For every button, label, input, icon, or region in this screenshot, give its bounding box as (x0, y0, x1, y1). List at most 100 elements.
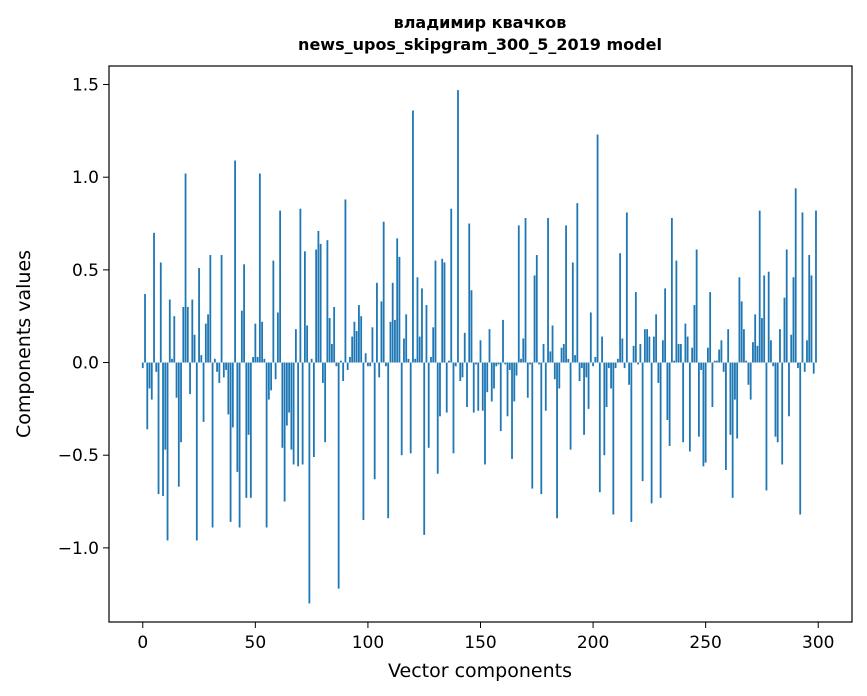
bar (517, 225, 520, 363)
bar (481, 362, 484, 411)
bar (594, 356, 597, 363)
bar (583, 362, 585, 435)
bar (734, 362, 736, 400)
bar (432, 327, 435, 363)
bar (580, 362, 583, 369)
bar (358, 305, 360, 363)
bar (682, 362, 685, 443)
bar (326, 240, 329, 363)
x-tick-label: 250 (689, 633, 721, 653)
bar (661, 340, 664, 363)
bar (292, 362, 295, 465)
bar (321, 362, 324, 383)
bar (716, 360, 718, 363)
bar (236, 362, 239, 472)
bar (686, 336, 689, 363)
bar (378, 362, 381, 378)
bar (598, 362, 601, 493)
bar (213, 358, 216, 363)
bar (781, 362, 784, 465)
bar (506, 362, 509, 417)
bar (652, 336, 655, 363)
bar (688, 362, 691, 452)
bar (679, 344, 682, 363)
bar (159, 262, 162, 363)
y-axis: −1.0 −0.5 0.0 0.5 1.0 1.5 (58, 76, 109, 559)
bar (231, 362, 234, 428)
bar (423, 362, 426, 535)
bar (758, 210, 761, 363)
bar (216, 362, 218, 372)
bar (650, 362, 653, 504)
bar (385, 362, 387, 367)
bar (603, 362, 606, 456)
bar (632, 345, 635, 363)
bar (718, 349, 721, 363)
bar (704, 362, 707, 463)
bar (445, 362, 448, 413)
x-tick-label: 200 (577, 633, 609, 653)
bar (797, 362, 799, 369)
bar (270, 362, 273, 391)
bar (290, 362, 293, 450)
bar (281, 362, 284, 448)
bar (267, 362, 270, 400)
bar (490, 362, 493, 402)
bar (400, 362, 403, 456)
bar (754, 314, 757, 363)
bar (779, 329, 781, 363)
bar (522, 338, 525, 363)
bar (576, 203, 579, 363)
bar (767, 271, 770, 363)
bar (166, 362, 169, 541)
bar (477, 362, 480, 411)
y-tick-label: 0.0 (72, 354, 99, 374)
bar (412, 110, 414, 363)
bar (691, 347, 694, 363)
bar (333, 306, 336, 363)
bar (466, 362, 468, 408)
bar (195, 362, 198, 541)
bar (175, 362, 178, 398)
bar (628, 362, 630, 385)
bar (508, 362, 511, 370)
bar (553, 362, 556, 380)
bar (218, 362, 221, 383)
bar (319, 243, 322, 363)
bar (430, 356, 432, 363)
bar (189, 362, 191, 395)
bar (585, 362, 588, 378)
bar (535, 255, 538, 363)
bar (776, 362, 779, 443)
bar (150, 362, 153, 400)
bar (340, 360, 342, 363)
bar (434, 260, 437, 363)
bar (184, 173, 187, 363)
bar (328, 318, 331, 363)
bar (695, 249, 698, 363)
bar (707, 347, 709, 363)
y-tick-label: −0.5 (58, 446, 99, 466)
bar (808, 255, 811, 363)
bar (279, 210, 282, 363)
y-tick-label: 1.5 (72, 76, 99, 96)
bar (168, 299, 171, 363)
bar (362, 362, 365, 521)
bar (592, 362, 594, 367)
bar (486, 362, 489, 393)
bar (234, 160, 236, 363)
bar (146, 362, 149, 430)
bar (450, 208, 453, 363)
bar (443, 262, 446, 363)
bar (815, 210, 817, 363)
bar (504, 362, 507, 365)
bar (499, 362, 502, 432)
x-tick-label: 0 (137, 633, 148, 653)
bar (360, 316, 363, 363)
bar (709, 292, 712, 363)
bar (186, 306, 189, 363)
bar (625, 212, 628, 363)
bar (630, 362, 633, 522)
x-axis: 0 50 100 150 200 250 300 (137, 622, 834, 653)
